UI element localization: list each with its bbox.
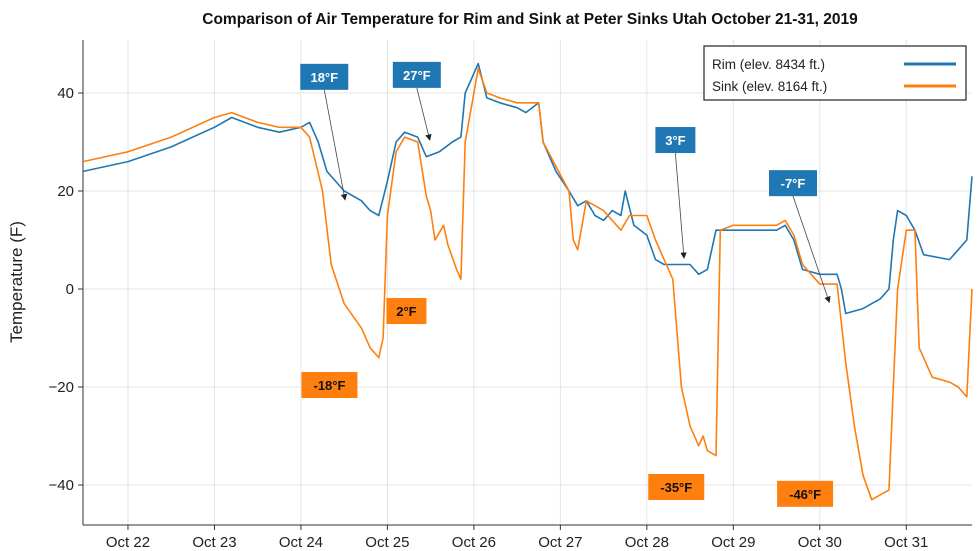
annotation-arrow (674, 153, 687, 259)
annotation-box (386, 298, 427, 325)
annotation-label: -46°F (789, 487, 821, 502)
legend-box (703, 45, 967, 101)
annotation-label: -7°F (781, 176, 806, 191)
x-tick-label: Oct 30 (798, 534, 842, 551)
annotation-arrow (323, 89, 348, 201)
grid-lines (83, 40, 972, 525)
x-tick-label: Oct 22 (106, 534, 150, 551)
y-tick-label: 40 (57, 85, 74, 102)
annotation-label: -18°F (313, 378, 345, 393)
rim-series-line (82, 62, 973, 315)
legend-label: Sink (elev. 8164 ft.) (712, 79, 827, 94)
y-tick-label: 0 (66, 281, 74, 298)
x-tick-label: Oct 23 (192, 534, 236, 551)
x-tick-label: Oct 24 (279, 534, 323, 551)
annotation-label: 27°F (403, 68, 431, 83)
y-tick-label: −40 (49, 477, 74, 494)
annotation-box (300, 63, 349, 90)
annotation-label: 18°F (310, 70, 338, 85)
legend-label: Rim (elev. 8434 ft.) (712, 57, 825, 72)
annotation-label: -35°F (660, 480, 692, 495)
annotation-box (768, 170, 817, 197)
chart-title: Comparison of Air Temperature for Rim an… (202, 11, 858, 28)
x-tick-label: Oct 28 (625, 534, 669, 551)
annotation-label: 2°F (396, 304, 416, 319)
annotation-box (392, 61, 441, 88)
y-axis-label: Temperature (F) (7, 221, 26, 343)
annotation-box (777, 480, 834, 507)
annotation-arrow (416, 87, 432, 141)
annotation-box (655, 127, 696, 154)
annotations: 18°F 27°F 3°F -7°F -18°F 2°F -35°F -46°F (300, 61, 834, 507)
axes: Oct 22 Oct 23 Oct 24 Oct 25 Oct 26 Oct 27 Oct … (49, 40, 972, 551)
sink-series-line (82, 67, 973, 501)
x-tick-label: Oct 29 (711, 534, 755, 551)
y-tick-label: −20 (49, 379, 74, 396)
x-tick-label: Oct 27 (538, 534, 582, 551)
x-tick-label: Oct 26 (452, 534, 496, 551)
legend: Rim (elev. 8434 ft.) Sink (elev. 8164 ft.… (703, 45, 967, 101)
annotation-box (648, 473, 705, 500)
x-tick-label: Oct 25 (365, 534, 409, 551)
x-tick-label: Oct 31 (884, 534, 928, 551)
annotation-arrow (792, 196, 831, 303)
y-tick-label: 20 (57, 183, 74, 200)
annotation-box (301, 372, 358, 399)
annotation-label: 3°F (665, 133, 685, 148)
series-lines (82, 62, 973, 501)
